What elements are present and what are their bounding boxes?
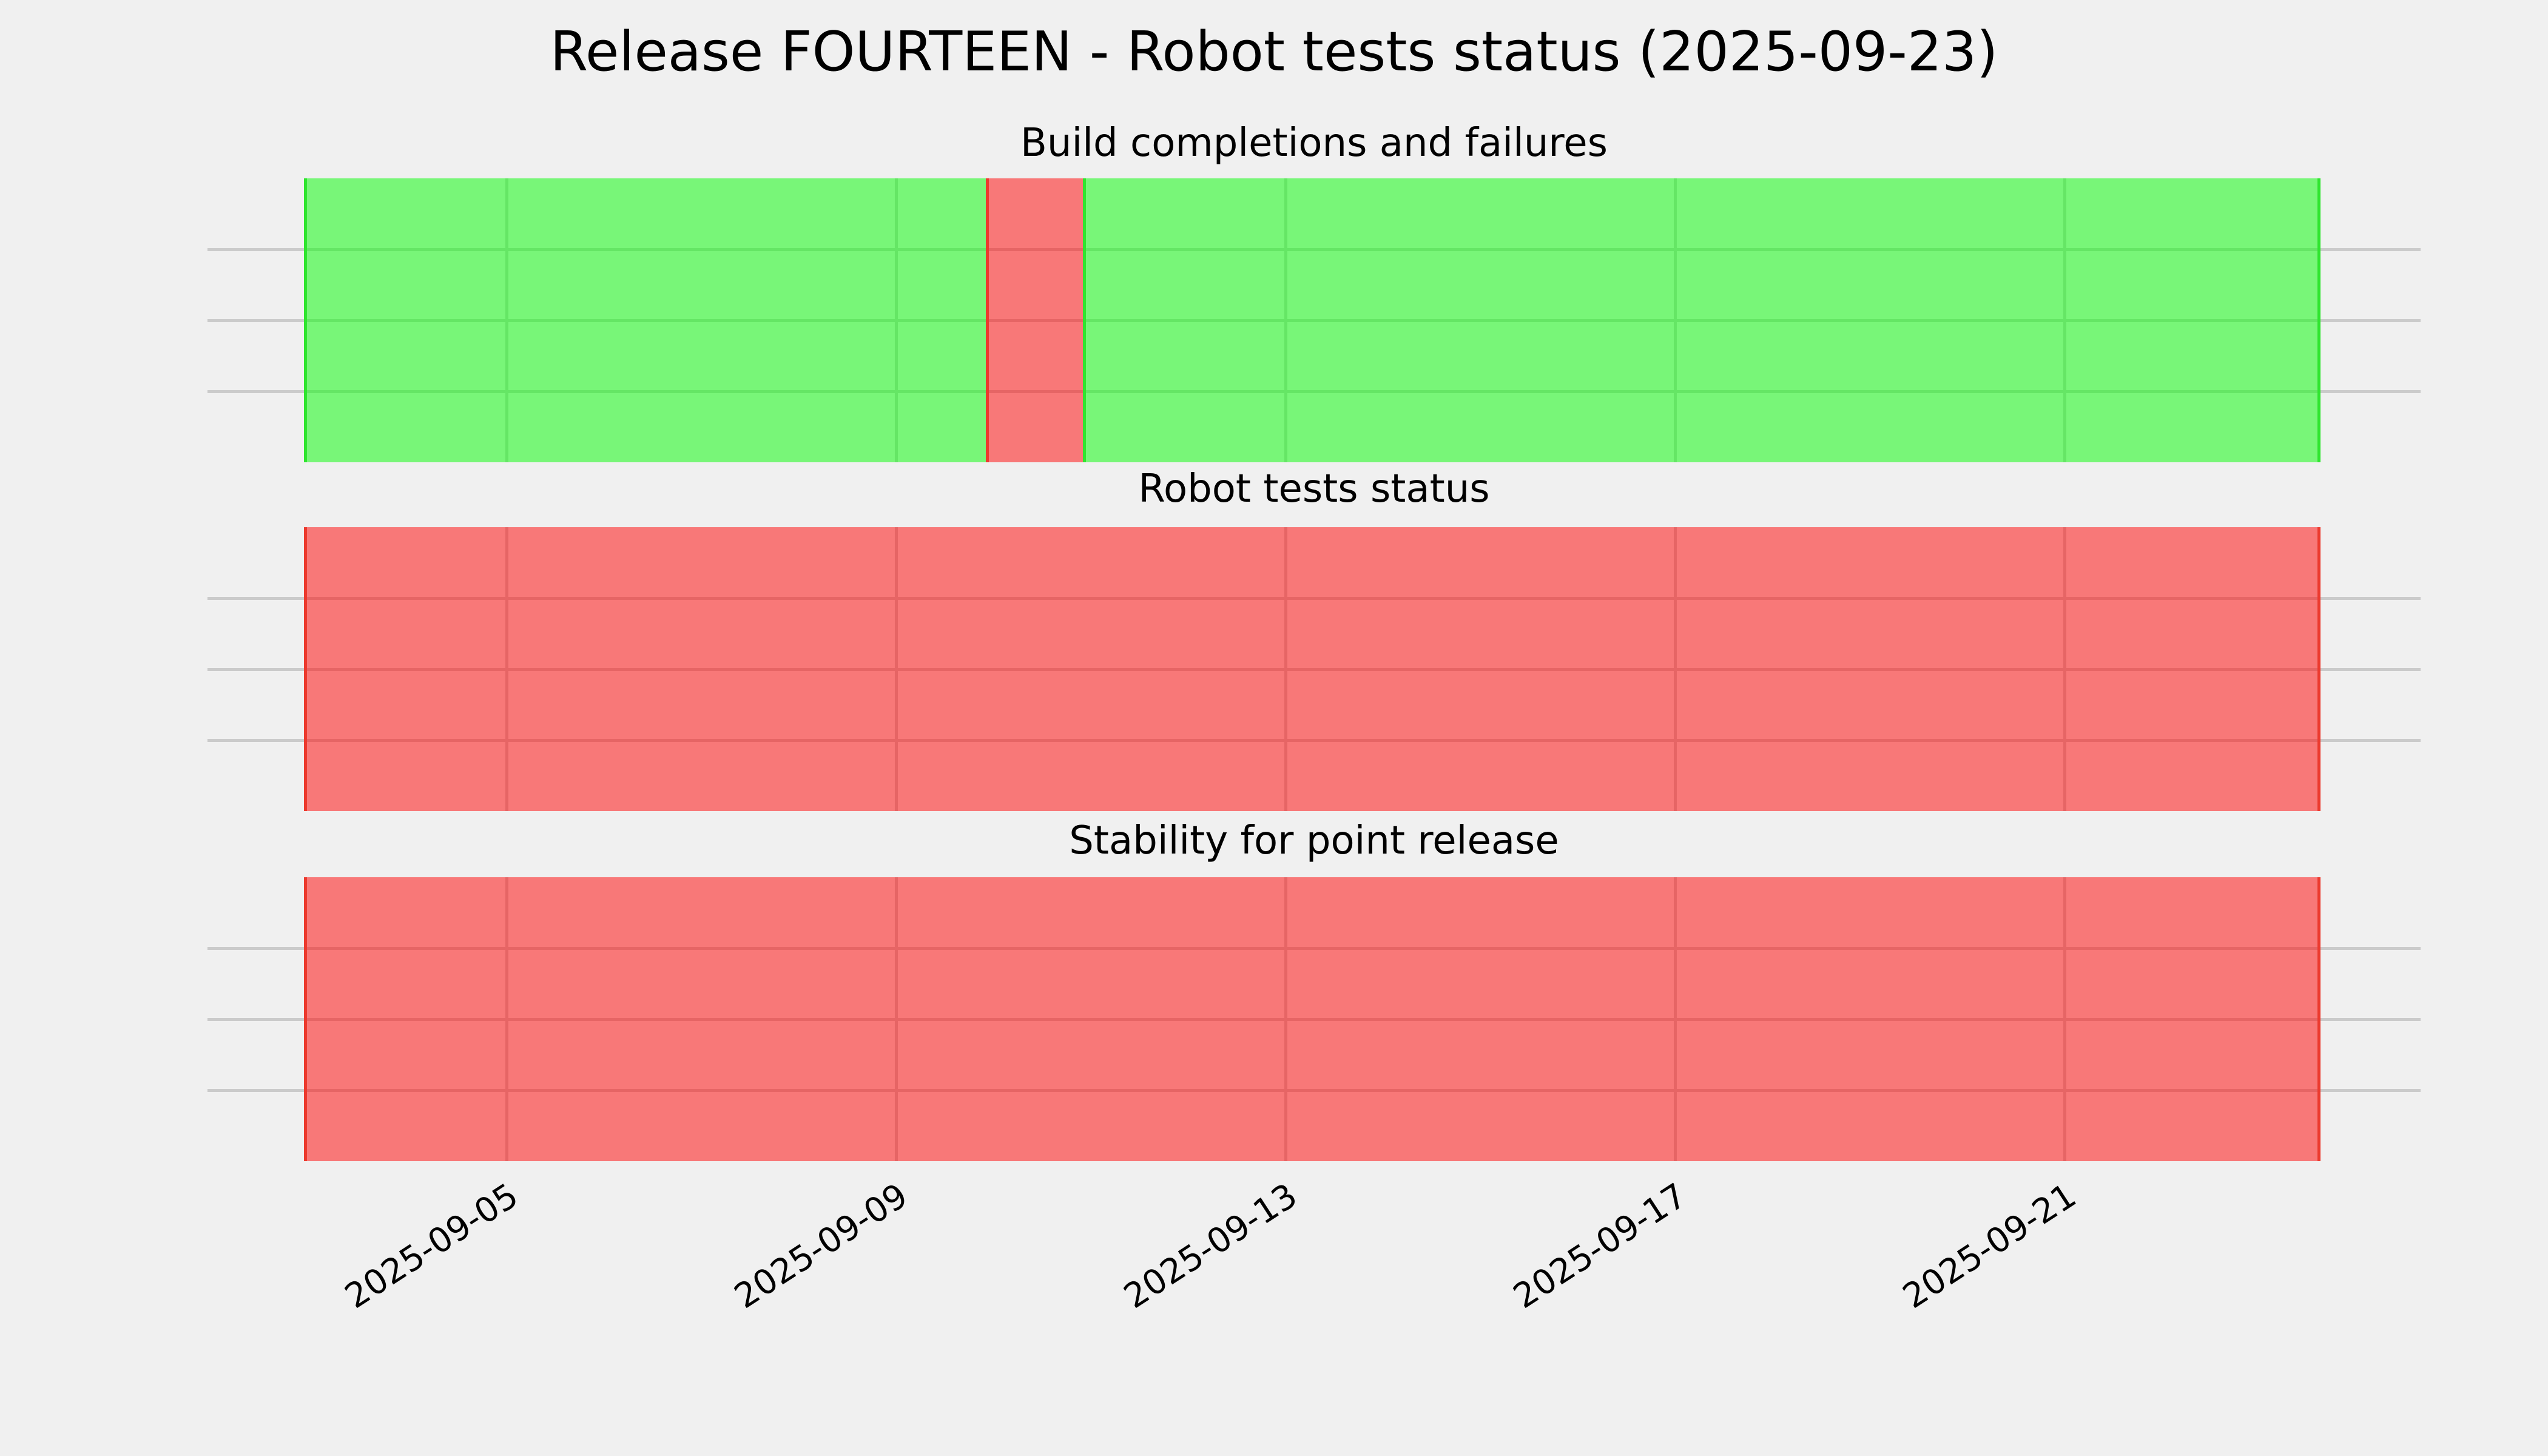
grid-line-x-tinted: [1674, 178, 1677, 462]
subplot-title-builds: Build completions and failures: [1020, 121, 1608, 166]
today-line: [2317, 877, 2320, 1161]
grid-line-x-tinted: [895, 527, 898, 811]
x-tick-label: 2025-09-17: [1506, 1176, 1694, 1317]
grid-line-x-tinted: [1284, 877, 1287, 1161]
grid-line-y-tinted: [304, 248, 2320, 251]
today-line: [2317, 527, 2320, 811]
event-start-line-fail: [986, 178, 989, 462]
grid-line-x-tinted: [505, 877, 508, 1161]
status-band-fail: [304, 527, 2320, 811]
status-band-pass: [304, 178, 2320, 462]
grid-line-y-tinted: [986, 390, 1084, 393]
grid-line-x-tinted: [1674, 877, 1677, 1161]
grid-line-y-tinted: [304, 1018, 2320, 1021]
grid-line-y-tinted: [304, 668, 2320, 671]
x-tick-label: 2025-09-09: [727, 1176, 915, 1317]
grid-line-y-tinted: [304, 947, 2320, 950]
grid-line-x-tinted: [505, 527, 508, 811]
today-line: [2317, 178, 2320, 462]
grid-line-x-tinted: [1284, 527, 1287, 811]
x-tick-label: 2025-09-13: [1116, 1176, 1304, 1317]
grid-line-x-tinted: [1284, 178, 1287, 462]
grid-line-y-tinted: [304, 739, 2320, 742]
subplot-title-robot-tests: Robot tests status: [1138, 467, 1490, 511]
grid-line-y-tinted: [986, 248, 1084, 251]
grid-line-y-tinted: [304, 390, 2320, 393]
grid-line-y-tinted: [304, 319, 2320, 322]
grid-line-x-tinted: [2063, 877, 2066, 1161]
status-band-fail: [304, 877, 2320, 1161]
range-start-line: [304, 877, 307, 1161]
range-start-line: [304, 527, 307, 811]
grid-line-y-tinted: [304, 1089, 2320, 1092]
range-start-line: [304, 178, 307, 462]
grid-line-x-tinted: [1674, 527, 1677, 811]
grid-line-x-tinted: [505, 178, 508, 462]
figure-title: Release FOURTEEN - Robot tests status (2…: [550, 20, 1998, 84]
subplot-title-stability: Stability for point release: [1069, 818, 1559, 863]
grid-line-y-tinted: [304, 597, 2320, 600]
status-cell-fail: [986, 178, 1084, 462]
grid-line-x-tinted: [895, 178, 898, 462]
subplot-stability: [207, 877, 2421, 1161]
grid-line-x-tinted: [2063, 178, 2066, 462]
subplot-builds: [207, 178, 2421, 462]
grid-line-x-tinted: [895, 877, 898, 1161]
event-end-line-pass: [1083, 178, 1086, 462]
x-tick-label: 2025-09-21: [1895, 1176, 2083, 1317]
grid-line-x-tinted: [2063, 527, 2066, 811]
grid-line-y-tinted: [986, 319, 1084, 322]
x-tick-label: 2025-09-05: [337, 1176, 525, 1317]
subplot-robot-tests: [207, 527, 2421, 811]
